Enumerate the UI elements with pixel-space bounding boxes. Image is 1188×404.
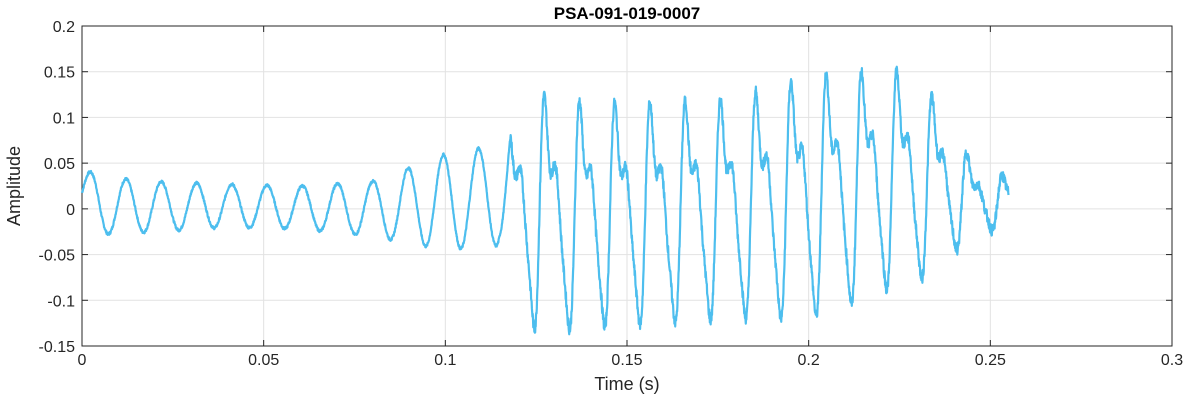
y-tick-label: 0.1: [53, 110, 75, 127]
x-tick-label: 0.2: [798, 352, 820, 369]
y-tick-label: 0: [66, 202, 75, 219]
x-tick-label: 0.3: [1161, 352, 1183, 369]
y-axis: -0.15 -0.1 -0.05 0 0.05 0.1 0.15 0.2: [39, 19, 1172, 356]
y-tick-label: -0.15: [39, 339, 76, 356]
x-axis-label: Time (s): [594, 374, 659, 394]
y-tick-label: 0.15: [44, 65, 75, 82]
chart-title: PSA-091-019-0007: [554, 4, 700, 23]
x-tick-label: 0.15: [611, 352, 642, 369]
y-tick-label: 0.2: [53, 19, 75, 36]
x-axis: 0 0.05 0.1 0.15 0.2 0.25 0.3: [78, 26, 1183, 369]
x-tick-label: 0: [78, 352, 87, 369]
x-tick-label: 0.25: [975, 352, 1006, 369]
y-tick-label: -0.1: [47, 293, 75, 310]
x-tick-label: 0.1: [434, 352, 456, 369]
grid: [82, 26, 1172, 346]
y-tick-label: 0.05: [44, 156, 75, 173]
x-tick-label: 0.05: [248, 352, 279, 369]
y-axis-label: Amplitude: [4, 146, 24, 226]
series-line: [80, 65, 1010, 336]
y-tick-label: -0.05: [39, 248, 76, 265]
